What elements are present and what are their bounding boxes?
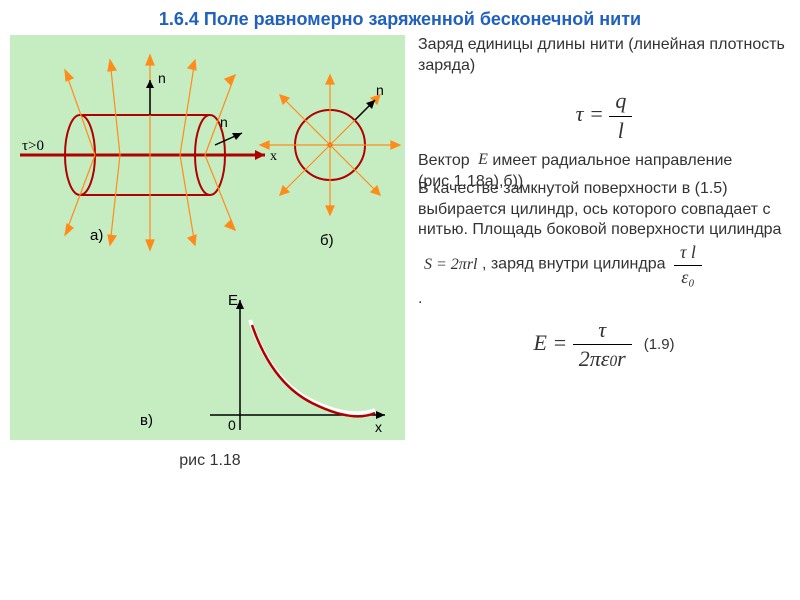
para-linear-density: Заряд единицы длины нити (линейная плотн… [418,35,790,77]
para-vector: Вектор E имеет радиальное направление (р… [418,151,790,193]
formula-tau: τ = q l [418,81,790,151]
E-eps0: 0 [609,353,617,370]
svg-text:n: n [220,114,228,130]
p3-charge: τ l ε₀ [670,256,702,273]
E-den: 2πε0r [573,345,632,374]
svg-text:n: n [376,82,384,98]
subfig-c: E x 0 в) [140,292,385,435]
E-frac: τ 2πε0r [573,316,632,374]
subfig-a: x [20,55,277,250]
vec-c: (рис 1.18а),б)) [418,173,523,190]
subfig-b: n б) [260,75,400,249]
figure-svg: x [10,35,405,440]
E-num: τ [573,316,632,346]
tau-lhs: τ = [576,101,604,126]
right-column: Заряд единицы длины нити (линейная плотн… [410,35,790,470]
vec-E: E [474,151,488,168]
svg-text:0: 0 [228,417,236,433]
vec-a: Вектор [418,152,470,169]
para-closed-surface: В качестве замкнутой поверхности в (1.5)… [418,179,790,310]
tau-den: l [609,117,632,146]
formula-E: E = τ 2πε0r [533,314,631,376]
vec-b: имеет радиальное направление [492,152,732,169]
p3-frac-den: ε₀ [674,266,702,289]
p3-frac-num: τ l [674,241,702,265]
tau-frac: q l [609,87,632,145]
svg-text:n: n [158,70,166,86]
p3-area: S = 2πrl [418,256,477,273]
left-column: x [10,35,410,470]
svg-text:x: x [375,419,382,435]
content-row: x [0,35,800,470]
E-r: r [617,346,626,371]
E-2pi: 2π [579,346,601,371]
svg-text:E: E [228,292,238,309]
eq-number: (1.9) [644,335,675,355]
svg-text:τ>0: τ>0 [22,138,44,154]
figure-caption: рис 1.18 [10,452,410,470]
figure-1-18: x [10,35,405,440]
E-lhs: E = [533,330,567,355]
formula-E-row: E = τ 2πε0r (1.9) [418,314,790,376]
p3b: , заряд внутри цилиндра [482,256,666,273]
svg-text:б): б) [320,232,334,249]
svg-text:а): а) [90,227,103,244]
svg-text:в): в) [140,412,153,429]
section-title: 1.6.4 Поле равномерно заряженной бесконе… [0,0,800,35]
p3dot: . [418,290,422,307]
tau-num: q [609,87,632,117]
svg-text:x: x [270,149,277,164]
